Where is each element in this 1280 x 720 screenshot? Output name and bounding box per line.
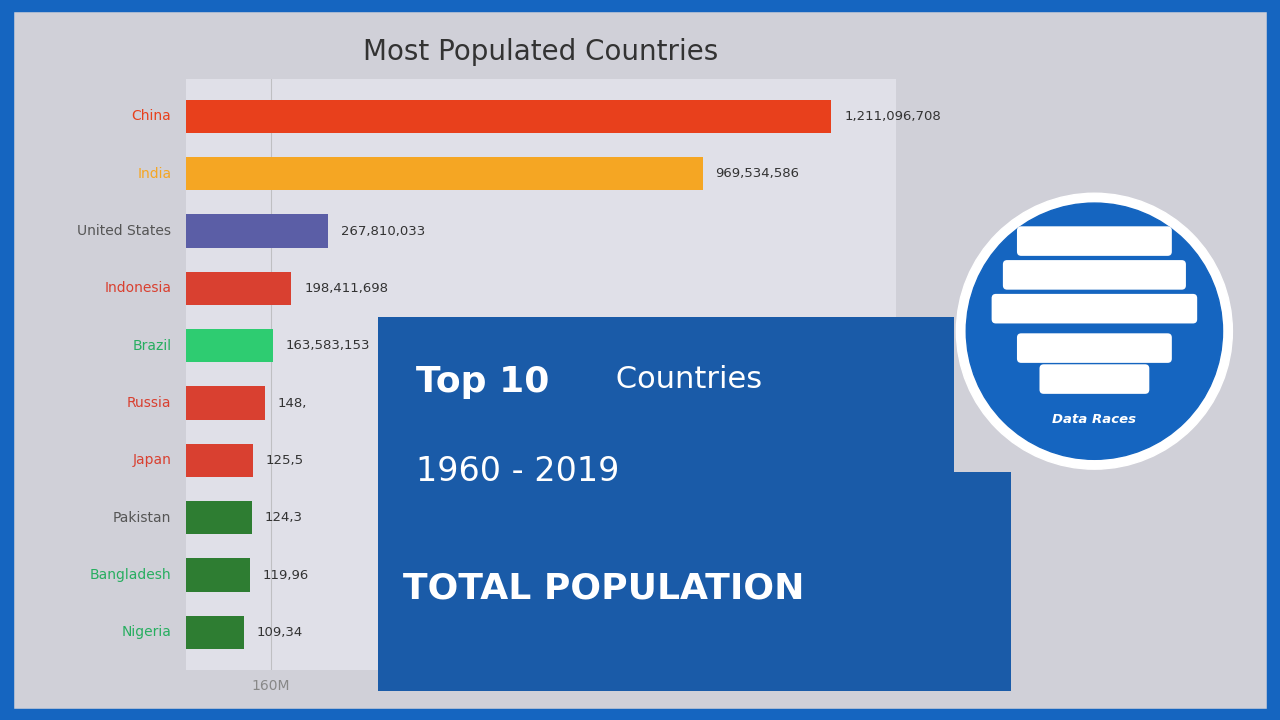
Bar <box>186 329 273 362</box>
Text: 1960 - 2019: 1960 - 2019 <box>416 455 620 488</box>
Text: TOTAL POPULATION: TOTAL POPULATION <box>403 572 804 606</box>
Bar <box>186 559 250 592</box>
Bar <box>186 387 265 420</box>
Bar <box>186 501 252 534</box>
Bar <box>186 215 329 248</box>
FancyBboxPatch shape <box>1039 364 1149 394</box>
Text: Countries: Countries <box>605 366 762 395</box>
Text: 198,411,698: 198,411,698 <box>305 282 388 295</box>
Text: Top 10: Top 10 <box>416 366 549 400</box>
Text: 1,211,096,708: 1,211,096,708 <box>845 110 941 123</box>
Text: Pakistan: Pakistan <box>113 510 172 525</box>
Text: 163,583,153: 163,583,153 <box>285 339 370 352</box>
Text: United States: United States <box>77 224 172 238</box>
FancyBboxPatch shape <box>992 294 1197 323</box>
Text: India: India <box>137 167 172 181</box>
Text: Russia: Russia <box>127 396 172 410</box>
Text: 125,5: 125,5 <box>265 454 303 467</box>
Text: 267,810,033: 267,810,033 <box>342 225 425 238</box>
Text: 124,3: 124,3 <box>265 511 302 524</box>
FancyBboxPatch shape <box>1004 260 1187 289</box>
Bar <box>186 271 292 305</box>
Title: Most Populated Countries: Most Populated Countries <box>364 37 718 66</box>
Circle shape <box>956 193 1233 469</box>
Text: 148,: 148, <box>278 397 307 410</box>
Bar <box>186 100 832 133</box>
Text: Bangladesh: Bangladesh <box>90 568 172 582</box>
Text: Japan: Japan <box>133 454 172 467</box>
Text: Indonesia: Indonesia <box>105 282 172 295</box>
Text: China: China <box>132 109 172 123</box>
Text: Data Races: Data Races <box>1052 413 1137 426</box>
Bar <box>186 616 244 649</box>
Bar <box>186 444 252 477</box>
Text: 119,96: 119,96 <box>262 569 308 582</box>
Text: 109,34: 109,34 <box>257 626 303 639</box>
FancyBboxPatch shape <box>1018 226 1172 256</box>
Bar <box>186 157 703 190</box>
Text: 969,534,586: 969,534,586 <box>716 167 800 180</box>
Text: Brazil: Brazil <box>132 338 172 353</box>
FancyBboxPatch shape <box>1018 333 1172 363</box>
Circle shape <box>966 203 1222 459</box>
Text: Nigeria: Nigeria <box>122 626 172 639</box>
